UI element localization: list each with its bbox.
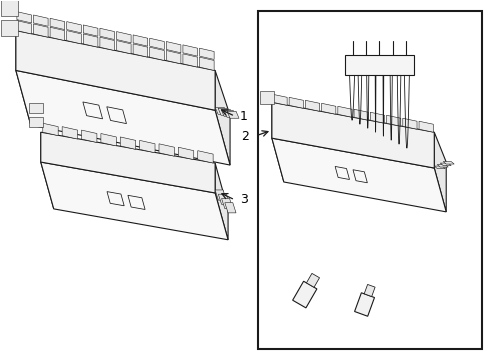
Polygon shape: [306, 273, 319, 287]
Polygon shape: [272, 102, 284, 182]
Polygon shape: [150, 38, 164, 50]
Polygon shape: [272, 138, 446, 212]
Polygon shape: [41, 162, 228, 240]
Polygon shape: [321, 103, 336, 114]
Polygon shape: [198, 151, 213, 163]
Polygon shape: [17, 12, 31, 23]
Polygon shape: [224, 110, 236, 117]
Polygon shape: [150, 47, 164, 60]
Polygon shape: [227, 111, 239, 118]
Polygon shape: [293, 281, 317, 308]
Polygon shape: [29, 117, 43, 127]
Polygon shape: [16, 71, 230, 165]
Polygon shape: [117, 41, 131, 54]
Polygon shape: [16, 31, 31, 125]
Polygon shape: [100, 37, 115, 50]
Polygon shape: [199, 48, 214, 59]
Polygon shape: [215, 190, 226, 200]
Polygon shape: [215, 163, 228, 240]
Polygon shape: [434, 166, 445, 168]
Polygon shape: [355, 293, 374, 316]
Polygon shape: [62, 127, 77, 139]
Polygon shape: [29, 103, 43, 113]
Polygon shape: [183, 45, 197, 56]
Polygon shape: [434, 132, 446, 212]
Polygon shape: [344, 55, 415, 75]
Polygon shape: [41, 132, 215, 193]
Polygon shape: [272, 102, 434, 168]
Polygon shape: [117, 32, 131, 43]
Polygon shape: [166, 50, 181, 64]
Polygon shape: [159, 144, 174, 156]
Polygon shape: [50, 18, 65, 30]
Text: 1: 1: [240, 110, 248, 123]
Polygon shape: [221, 109, 233, 116]
Polygon shape: [101, 134, 116, 146]
Polygon shape: [437, 165, 448, 167]
Polygon shape: [81, 130, 97, 143]
Polygon shape: [83, 25, 98, 36]
Polygon shape: [120, 137, 136, 149]
Polygon shape: [17, 21, 31, 34]
Polygon shape: [50, 27, 65, 41]
Polygon shape: [364, 284, 375, 297]
Polygon shape: [33, 24, 48, 37]
Text: 3: 3: [240, 193, 248, 206]
Text: 2: 2: [241, 130, 249, 143]
Polygon shape: [215, 71, 230, 165]
Polygon shape: [225, 203, 236, 213]
Polygon shape: [199, 57, 214, 71]
Polygon shape: [221, 198, 233, 209]
Polygon shape: [16, 31, 215, 110]
Polygon shape: [43, 123, 58, 136]
Polygon shape: [133, 44, 147, 57]
Polygon shape: [403, 118, 417, 129]
Polygon shape: [219, 194, 229, 204]
Polygon shape: [1, 0, 18, 15]
Polygon shape: [178, 147, 194, 159]
Polygon shape: [440, 163, 451, 166]
Polygon shape: [387, 115, 401, 126]
Polygon shape: [140, 140, 155, 153]
Polygon shape: [370, 112, 385, 123]
Polygon shape: [33, 15, 48, 26]
Polygon shape: [67, 31, 81, 44]
Polygon shape: [100, 28, 115, 40]
Polygon shape: [1, 20, 18, 36]
Polygon shape: [260, 91, 274, 104]
Polygon shape: [338, 106, 352, 117]
Polygon shape: [354, 109, 368, 120]
Polygon shape: [289, 97, 303, 108]
Polygon shape: [166, 41, 181, 53]
Polygon shape: [305, 100, 319, 111]
Polygon shape: [133, 35, 147, 46]
Polygon shape: [41, 132, 54, 209]
Polygon shape: [273, 94, 287, 105]
Polygon shape: [419, 121, 433, 132]
Polygon shape: [215, 107, 227, 114]
Bar: [258, 11, 482, 349]
Polygon shape: [218, 108, 230, 115]
Polygon shape: [443, 162, 454, 164]
Polygon shape: [183, 54, 197, 67]
Polygon shape: [67, 22, 81, 33]
Polygon shape: [83, 34, 98, 47]
